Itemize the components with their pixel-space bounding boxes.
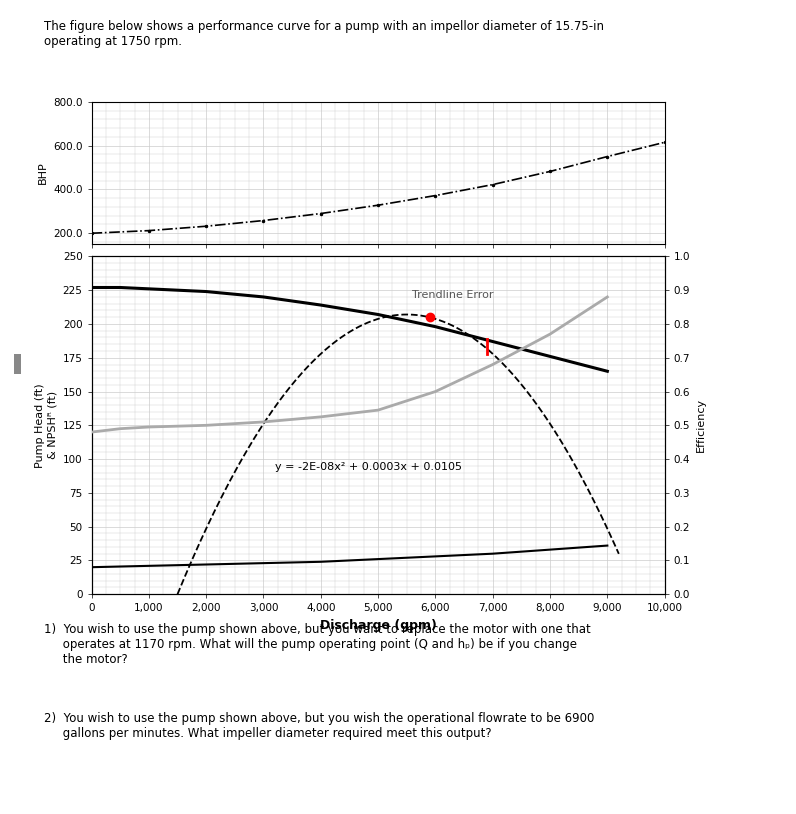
Text: y = -2E-08x² + 0.0003x + 0.0105: y = -2E-08x² + 0.0003x + 0.0105 (275, 462, 462, 472)
X-axis label: Discharge (gpm): Discharge (gpm) (320, 619, 436, 632)
Y-axis label: Efficiency: Efficiency (696, 398, 706, 453)
Y-axis label: Pump Head (ft)
& NPSHᴿ (ft): Pump Head (ft) & NPSHᴿ (ft) (36, 383, 57, 467)
Text: The figure below shows a performance curve for a pump with an impellor diameter : The figure below shows a performance cur… (44, 20, 604, 48)
Text: 2)  You wish to use the pump shown above, but you wish the operational flowrate : 2) You wish to use the pump shown above,… (44, 712, 594, 740)
Y-axis label: BHP: BHP (37, 162, 48, 184)
Text: 1)  You wish to use the pump shown above, but you want to replace the motor with: 1) You wish to use the pump shown above,… (44, 623, 591, 666)
Text: Trendline Error: Trendline Error (412, 290, 494, 300)
